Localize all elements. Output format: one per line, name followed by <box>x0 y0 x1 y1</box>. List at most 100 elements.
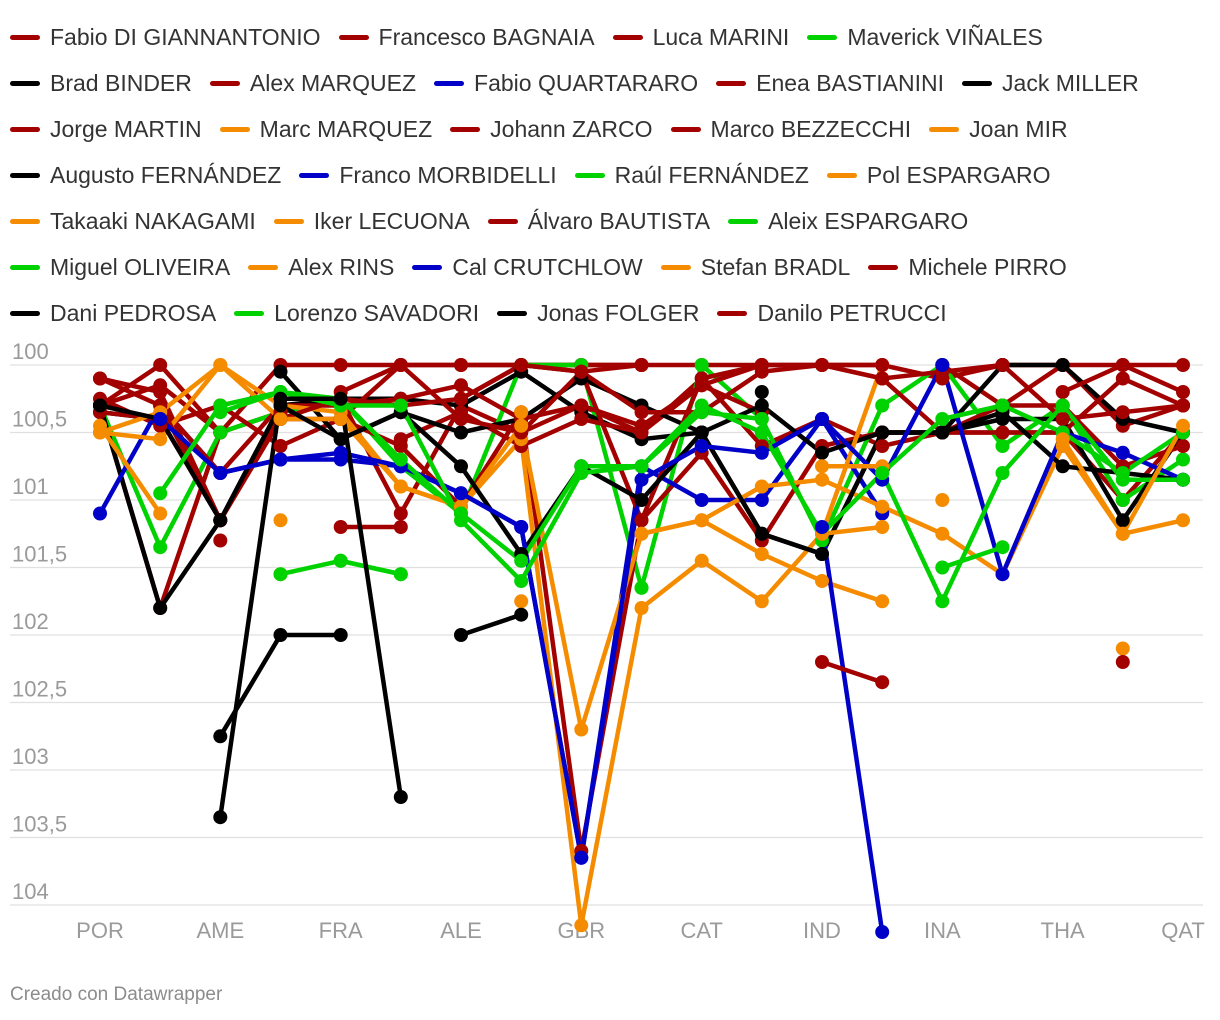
data-point <box>514 574 529 588</box>
legend-item: Augusto FERNÁNDEZ <box>10 162 281 189</box>
data-point <box>393 398 408 413</box>
data-point <box>815 445 829 460</box>
data-point <box>815 520 829 534</box>
data-point <box>93 418 107 433</box>
legend-label: Jack MILLER <box>1002 69 1139 96</box>
data-point <box>273 513 288 528</box>
legend-label: Iker LECUONA <box>313 207 470 234</box>
data-point <box>694 425 709 440</box>
legend-item: Miguel OLIVEIRA <box>10 254 230 281</box>
series-line <box>819 659 885 685</box>
y-tick-label: 103 <box>12 744 49 769</box>
y-tick-label: 101 <box>12 474 49 499</box>
data-point <box>634 358 649 372</box>
data-point <box>634 418 649 433</box>
data-point <box>754 398 769 413</box>
x-tick-label: POR <box>76 918 124 943</box>
data-point <box>454 358 468 372</box>
data-point <box>754 547 769 561</box>
legend-item: Jonas FOLGER <box>497 300 699 327</box>
series-line <box>879 362 1186 422</box>
data-point <box>995 358 1010 372</box>
data-point <box>935 594 950 609</box>
legend-item: Johann ZARCO <box>450 116 653 143</box>
data-point <box>153 601 168 615</box>
legend-row: Miguel OLIVEIRA Alex RINS Cal CRUTCHLOW Ste… <box>10 244 1210 290</box>
legend-swatch <box>450 126 481 132</box>
data-point <box>995 425 1010 440</box>
data-point <box>754 594 769 609</box>
series-line <box>819 524 885 537</box>
legend-label: Stefan BRADL <box>700 253 851 280</box>
data-point <box>393 358 408 372</box>
data-point <box>875 466 890 480</box>
data-point <box>574 918 589 933</box>
data-point <box>213 425 228 440</box>
legend-swatch <box>497 310 528 316</box>
data-point <box>634 459 649 474</box>
data-point <box>273 628 288 642</box>
legend-label: Michele PIRRO <box>908 253 1067 280</box>
legend-item: Marc MARQUEZ <box>219 116 432 143</box>
data-point <box>995 540 1010 555</box>
legend-label: Takaaki NAKAGAMI <box>50 207 256 234</box>
data-point <box>935 526 950 541</box>
y-tick-label: 102 <box>12 609 49 634</box>
series-points <box>93 358 1190 939</box>
legend-row: Brad BINDER Alex MARQUEZ Fabio QUARTARARO E… <box>10 60 1210 106</box>
data-point <box>694 513 709 528</box>
series-line <box>879 403 1186 476</box>
data-point <box>634 601 649 615</box>
legend-swatch <box>10 34 40 40</box>
data-point <box>935 493 950 507</box>
data-point <box>1115 466 1130 480</box>
data-point <box>333 358 348 372</box>
data-point <box>875 520 890 534</box>
legend-item: Jorge MARTIN <box>10 116 202 143</box>
legend-swatch <box>10 126 40 132</box>
data-point <box>454 628 468 642</box>
data-point <box>333 520 348 534</box>
legend-label: Brad BINDER <box>50 69 192 96</box>
data-point <box>514 520 529 534</box>
data-point <box>694 405 709 420</box>
data-point <box>754 412 769 426</box>
legend-label: Álvaro BAUTISTA <box>527 207 711 234</box>
data-point <box>574 398 589 413</box>
data-point <box>1176 439 1190 453</box>
legend-swatch <box>929 126 960 132</box>
data-point <box>514 418 529 433</box>
legend-swatch <box>248 264 279 270</box>
legend-swatch <box>612 34 643 40</box>
legend-label: Jonas FOLGER <box>537 299 700 326</box>
data-point <box>213 358 228 372</box>
x-tick-label: THA <box>1041 918 1085 943</box>
data-point <box>634 493 649 507</box>
data-point <box>875 594 890 609</box>
legend-label: Raúl FERNÁNDEZ <box>614 161 809 188</box>
legend-item: Iker LECUONA <box>273 207 470 235</box>
legend-row: Jorge MARTIN Marc MARQUEZ Johann ZARCO Marc… <box>10 106 1210 152</box>
data-point <box>393 506 408 521</box>
x-tick-label: AME <box>196 918 244 943</box>
legend-item: Marco BEZZECCHI <box>670 116 911 143</box>
data-point <box>1115 405 1130 420</box>
data-point <box>634 526 649 541</box>
data-point <box>754 385 769 399</box>
legend-item: Takaaki NAKAGAMI <box>10 208 256 235</box>
data-point <box>1055 432 1070 447</box>
legend-swatch <box>10 264 40 270</box>
data-point <box>754 445 769 460</box>
legend-label: Cal CRUTCHLOW <box>452 253 643 280</box>
data-point <box>153 358 168 372</box>
data-point <box>393 567 408 582</box>
legend-swatch <box>10 172 40 178</box>
data-point <box>514 607 529 622</box>
series-line <box>819 524 885 935</box>
data-point <box>333 432 348 447</box>
legend-swatch <box>826 172 857 178</box>
legend-swatch <box>717 310 748 316</box>
data-point <box>574 364 589 379</box>
data-point <box>153 540 168 555</box>
legend-item: Pol ESPARGARO <box>826 162 1051 189</box>
